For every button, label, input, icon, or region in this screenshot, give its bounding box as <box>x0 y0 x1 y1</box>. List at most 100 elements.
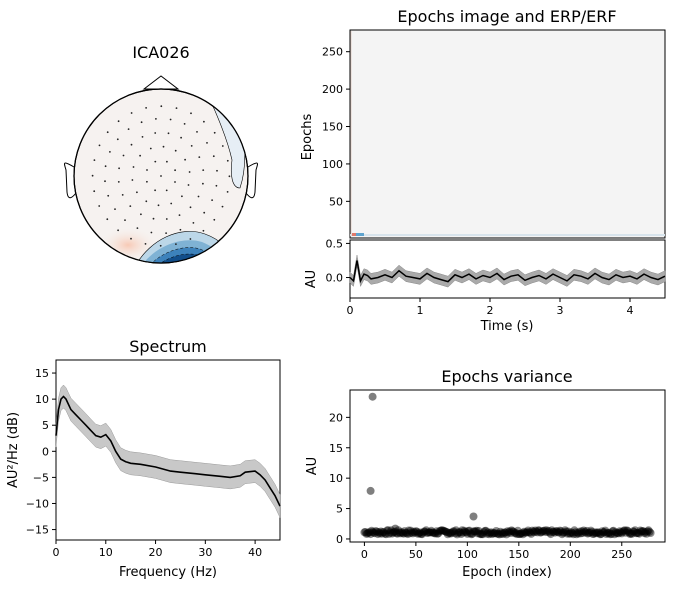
variance-point <box>637 527 646 536</box>
variance-point <box>381 529 389 538</box>
variance-point <box>466 529 475 538</box>
variance-point <box>574 529 583 538</box>
variance-point <box>496 527 505 536</box>
variance-point <box>368 527 377 536</box>
epochs-image-heatmap <box>349 29 666 239</box>
sensor-dot <box>203 120 205 123</box>
variance-point <box>440 527 449 536</box>
variance-point <box>480 526 489 535</box>
variance-point <box>375 529 384 538</box>
variance-point <box>364 528 373 537</box>
spectrum-title: Spectrum <box>129 337 207 356</box>
sensor-dot <box>170 202 173 205</box>
variance-point <box>407 528 416 537</box>
spectrum-xtick-label: 10 <box>99 546 113 559</box>
sensor-dot <box>175 107 178 109</box>
spectrum-ytick-label: 0 <box>42 445 49 458</box>
sensor-dot <box>124 219 126 222</box>
sensor-dot <box>104 180 106 183</box>
sensor-dot <box>154 189 157 192</box>
variance-point <box>502 530 511 539</box>
variance-point <box>405 529 414 538</box>
variance-point <box>469 527 478 536</box>
variance-point <box>618 527 627 536</box>
variance-point <box>420 527 429 536</box>
sensor-dot <box>121 194 124 196</box>
sensor-dot <box>145 107 148 109</box>
variance-point <box>384 526 393 535</box>
variance-point <box>474 526 483 535</box>
sensor-dot <box>152 217 155 220</box>
sensor-dot <box>98 205 101 207</box>
spectrum-ytick-label: 5 <box>42 419 49 432</box>
spectrum-xlabel: Frequency (Hz) <box>119 565 217 580</box>
variance-point <box>493 529 502 538</box>
sensor-dot <box>98 144 101 147</box>
variance-point <box>582 526 591 535</box>
variance-point <box>513 526 522 535</box>
variance-point <box>578 529 587 538</box>
variance-point <box>645 527 654 536</box>
sensor-dot <box>206 142 208 144</box>
variance-point <box>396 529 405 538</box>
variance-point <box>617 529 626 538</box>
sensor-dot <box>174 181 176 183</box>
variance-point <box>433 529 442 538</box>
variance-point <box>487 528 495 537</box>
variance-point <box>533 528 542 537</box>
variance-point <box>520 527 528 536</box>
variance-point <box>406 526 415 535</box>
variance-point <box>366 530 375 539</box>
variance-point <box>477 530 486 539</box>
sensor-dot <box>149 147 152 150</box>
variance-point <box>566 529 575 538</box>
variance-xtick-label: 250 <box>611 548 632 561</box>
epochs-image-ytick-label: 150 <box>322 121 343 134</box>
variance-point <box>516 529 525 538</box>
sensor-dot <box>202 229 205 232</box>
sensor-dot <box>130 143 133 146</box>
variance-ytick-label: 0 <box>336 533 343 546</box>
variance-point <box>544 526 553 535</box>
variance-point <box>446 529 455 538</box>
variance-point <box>629 527 638 536</box>
variance-point <box>552 527 561 536</box>
variance-point <box>594 528 603 537</box>
variance-point <box>528 526 537 535</box>
sensor-dot <box>127 128 130 131</box>
variance-ticks: 0 50 100 150 200 250 0 5 10 15 20 <box>329 411 632 561</box>
variance-panel: Epochs variance Epoch (index) AU 0 50 100 1… <box>305 367 666 580</box>
topomap-title: ICA026 <box>132 43 189 62</box>
variance-point <box>413 529 422 538</box>
variance-point <box>597 530 606 539</box>
sensor-dot <box>154 160 157 163</box>
variance-xtick-label: 150 <box>508 548 529 561</box>
variance-point <box>400 527 409 536</box>
sensor-dot <box>155 118 157 120</box>
sensor-dot <box>226 191 229 193</box>
variance-point <box>473 529 482 538</box>
sensor-dot <box>93 159 96 162</box>
variance-outlier-point <box>469 512 478 521</box>
variance-points <box>360 392 655 539</box>
variance-point <box>500 528 509 537</box>
variance-point <box>625 528 633 537</box>
erp-mean-line <box>349 260 666 284</box>
variance-point <box>622 526 631 535</box>
variance-point <box>609 526 618 535</box>
epochs-image-title: Epochs image and ERP/ERF <box>397 7 616 26</box>
sensor-dot <box>107 194 110 197</box>
variance-point <box>586 526 595 535</box>
sensor-dot <box>136 191 138 194</box>
variance-point <box>610 530 619 539</box>
sensor-dot <box>114 208 116 211</box>
variance-point <box>613 528 622 537</box>
variance-point <box>455 527 464 536</box>
variance-point <box>606 530 615 539</box>
variance-point <box>445 528 454 537</box>
variance-point <box>409 527 418 536</box>
spectrum-xtick-label: 30 <box>198 546 212 559</box>
variance-point <box>556 526 564 535</box>
variance-point <box>514 530 523 538</box>
